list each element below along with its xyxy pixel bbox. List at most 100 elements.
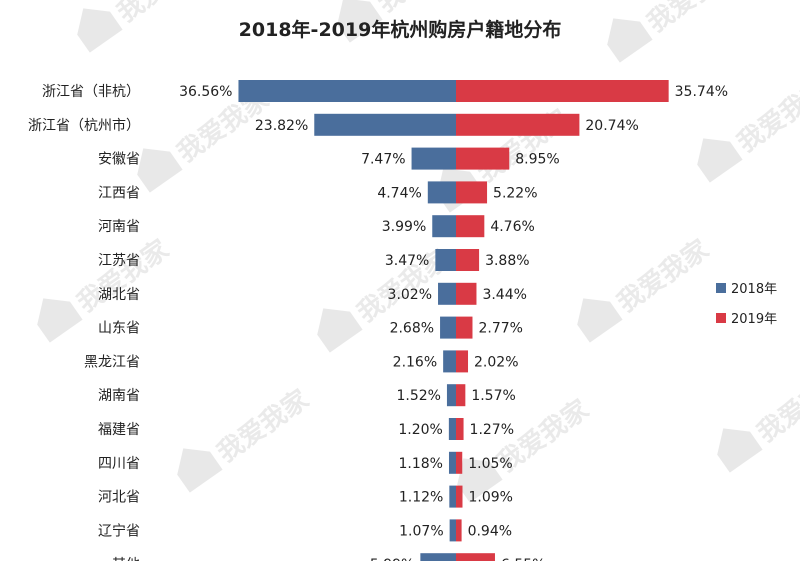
data-label-2018: 1.18% bbox=[398, 456, 442, 472]
data-label-2019: 1.57% bbox=[471, 388, 515, 404]
house-logo-icon bbox=[77, 8, 123, 53]
legend-swatch bbox=[716, 313, 726, 323]
data-label-2018: 2.16% bbox=[393, 354, 437, 370]
data-label-2018: 5.99% bbox=[370, 557, 414, 561]
bar-2018 bbox=[427, 181, 456, 204]
house-logo-icon bbox=[457, 458, 503, 503]
bar-2018 bbox=[314, 113, 456, 136]
bar-2018 bbox=[443, 350, 456, 373]
category-label: 江苏省 bbox=[98, 253, 140, 269]
watermark-text: 我爱我家 bbox=[731, 74, 800, 159]
watermark-text: 我爱我家 bbox=[211, 384, 314, 469]
bar-2018 bbox=[411, 147, 456, 170]
data-label-2019: 0.94% bbox=[468, 523, 512, 539]
data-label-2018: 2.68% bbox=[390, 321, 434, 337]
house-logo-icon bbox=[577, 298, 623, 343]
category-label: 福建省 bbox=[98, 422, 140, 438]
bar-2019 bbox=[456, 418, 464, 440]
watermark-logo: 我爱我家 bbox=[607, 0, 744, 63]
watermark-text: 我爱我家 bbox=[641, 0, 744, 39]
category-label: 辽宁省 bbox=[98, 522, 140, 539]
watermark-logo: 我爱我家 bbox=[717, 364, 800, 473]
bar-2019 bbox=[456, 249, 480, 271]
bar-2019 bbox=[456, 553, 495, 561]
watermark-logo: 我爱我家 bbox=[457, 394, 594, 503]
legend-label: 2019年 bbox=[731, 312, 777, 327]
data-label-2019: 1.05% bbox=[468, 456, 512, 472]
bar-2019 bbox=[456, 384, 466, 407]
bar-2018 bbox=[420, 553, 456, 561]
house-logo-icon bbox=[177, 448, 223, 493]
bars-group: 浙江省（非杭） 36.56% 35.74% 浙江省（杭州市） 23.82% 20.74% 安… bbox=[28, 80, 728, 561]
category-label: 河北省 bbox=[98, 490, 140, 506]
bar-2019 bbox=[456, 181, 488, 204]
data-label-2019: 8.95% bbox=[515, 152, 559, 168]
data-label-2018: 3.99% bbox=[382, 219, 426, 235]
bar-2019 bbox=[456, 350, 469, 373]
data-label-2019: 3.44% bbox=[482, 287, 526, 303]
bar-2019 bbox=[456, 485, 463, 508]
bar-2019 bbox=[456, 113, 580, 136]
category-label: 黑龙江省 bbox=[84, 354, 140, 370]
bar-2019 bbox=[456, 80, 669, 102]
watermark-logo: 我爱我家 bbox=[177, 384, 314, 493]
data-label-2018: 36.56% bbox=[179, 84, 232, 100]
bar-2018 bbox=[438, 282, 456, 305]
watermark-text: 我爱我家 bbox=[751, 364, 800, 449]
bar-2019 bbox=[456, 147, 510, 170]
watermark-text: 我爱我家 bbox=[371, 0, 474, 19]
data-label-2019: 2.02% bbox=[474, 354, 518, 370]
bar-2019 bbox=[456, 282, 477, 305]
bar-2019 bbox=[456, 451, 463, 474]
data-label-2018: 7.47% bbox=[361, 152, 405, 168]
data-label-2019: 6.55% bbox=[501, 557, 545, 561]
watermark-logo: 我爱我家 bbox=[577, 234, 714, 343]
data-label-2019: 1.09% bbox=[468, 490, 512, 506]
bar-2019 bbox=[456, 215, 485, 238]
data-label-2019: 1.27% bbox=[470, 422, 514, 438]
bar-2018 bbox=[446, 384, 456, 407]
data-label-2019: 3.88% bbox=[485, 253, 529, 269]
data-label-2018: 1.20% bbox=[398, 422, 442, 438]
bar-2018 bbox=[440, 316, 456, 339]
data-label-2018: 3.47% bbox=[385, 253, 429, 269]
data-label-2019: 4.76% bbox=[490, 219, 534, 235]
house-logo-icon bbox=[717, 428, 763, 473]
bar-2019 bbox=[456, 316, 473, 339]
category-label: 湖南省 bbox=[98, 388, 140, 404]
bar-2018 bbox=[435, 249, 456, 271]
bar-2018 bbox=[448, 418, 456, 440]
watermark-text: 我爱我家 bbox=[71, 234, 174, 319]
category-label: 浙江省（杭州市） bbox=[28, 117, 140, 134]
watermark-logo: 我爱我家 bbox=[77, 0, 214, 53]
data-label-2018: 1.52% bbox=[396, 388, 440, 404]
category-label: 山东省 bbox=[98, 321, 140, 337]
data-label-2018: 1.12% bbox=[399, 490, 443, 506]
bar-2018 bbox=[448, 451, 456, 474]
house-logo-icon bbox=[137, 148, 183, 193]
house-logo-icon bbox=[37, 298, 83, 343]
watermark-logo: 我爱我家 bbox=[317, 244, 454, 353]
house-logo-icon bbox=[697, 138, 743, 183]
chart-title: 2018年-2019年杭州购房户籍地分布 bbox=[239, 18, 562, 41]
category-label: 湖北省 bbox=[98, 287, 140, 303]
bar-2018 bbox=[432, 215, 456, 238]
data-label-2018: 23.82% bbox=[255, 118, 308, 134]
watermark-text: 我爱我家 bbox=[111, 0, 214, 29]
data-label-2019: 35.74% bbox=[675, 84, 728, 100]
category-label: 安徽省 bbox=[98, 152, 140, 168]
data-label-2019: 20.74% bbox=[585, 118, 638, 134]
house-logo-icon bbox=[607, 18, 653, 63]
category-label: 四川省 bbox=[98, 456, 140, 472]
house-logo-icon bbox=[337, 0, 383, 43]
category-label: 浙江省（非杭） bbox=[42, 84, 140, 100]
data-label-2019: 5.22% bbox=[493, 185, 537, 201]
data-label-2019: 2.77% bbox=[478, 321, 522, 337]
category-label: 河南省 bbox=[98, 219, 140, 235]
legend-label: 2018年 bbox=[731, 282, 777, 297]
watermark-text: 我爱我家 bbox=[611, 234, 714, 319]
data-label-2018: 1.07% bbox=[399, 523, 443, 539]
legend: 2018年 2019年 bbox=[716, 282, 777, 327]
bar-2018 bbox=[238, 80, 456, 102]
